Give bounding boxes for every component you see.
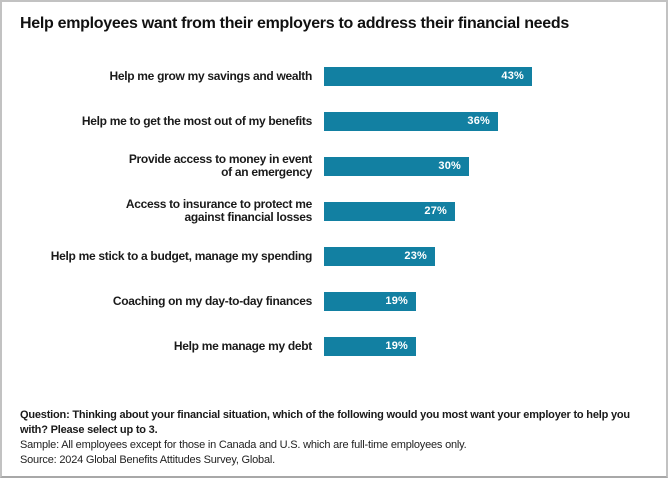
bar-row: Help me stick to a budget, manage my spe… bbox=[18, 234, 666, 279]
bar-row: Coaching on my day-to-day finances 19% bbox=[18, 279, 666, 324]
bar: 43% bbox=[324, 66, 532, 86]
bar: 27% bbox=[324, 201, 455, 221]
footnote-question: Question: Thinking about your financial … bbox=[20, 409, 630, 436]
bar-row: Access to insurance to protect me agains… bbox=[18, 189, 666, 234]
footnotes: Question: Thinking about your financial … bbox=[20, 408, 654, 468]
bar-label: Coaching on my day-to-day finances bbox=[112, 293, 312, 308]
bar-value-label: 19% bbox=[385, 340, 408, 353]
bar-value-label: 36% bbox=[467, 115, 490, 128]
bar-label: Access to insurance to protect me agains… bbox=[125, 196, 312, 225]
bar-row: Help me grow my savings and wealth 43% bbox=[18, 54, 666, 99]
footnote-sample: Sample: All employees except for those i… bbox=[20, 439, 467, 451]
bar-label: Help me grow my savings and wealth bbox=[109, 68, 312, 83]
bar-value-label: 23% bbox=[404, 250, 427, 263]
bar: 23% bbox=[324, 246, 435, 266]
bar-value-label: 30% bbox=[438, 160, 461, 173]
bar: 30% bbox=[324, 156, 469, 176]
bar-value-label: 19% bbox=[385, 295, 408, 308]
bar-row: Provide access to money in event of an e… bbox=[18, 144, 666, 189]
bar-value-label: 43% bbox=[501, 70, 524, 83]
bar-row: Help me manage my debt 19% bbox=[18, 324, 666, 369]
bar-label: Help me to get the most out of my benefi… bbox=[81, 113, 312, 128]
bar-value-label: 27% bbox=[424, 205, 447, 218]
bar: 36% bbox=[324, 111, 498, 131]
bar-chart: Help me grow my savings and wealth 43% Hel… bbox=[2, 54, 666, 369]
footnote-source: Source: 2024 Global Benefits Attitudes S… bbox=[20, 454, 275, 466]
bar-label: Help me stick to a budget, manage my spe… bbox=[50, 248, 313, 263]
bar: 19% bbox=[324, 336, 416, 356]
bar: 19% bbox=[324, 291, 416, 311]
chart-title: Help employees want from their employers… bbox=[20, 15, 569, 32]
bar-label: Provide access to money in event of an e… bbox=[128, 151, 312, 180]
bar-row: Help me to get the most out of my benefi… bbox=[18, 99, 666, 144]
bar-label: Help me manage my debt bbox=[173, 338, 312, 353]
